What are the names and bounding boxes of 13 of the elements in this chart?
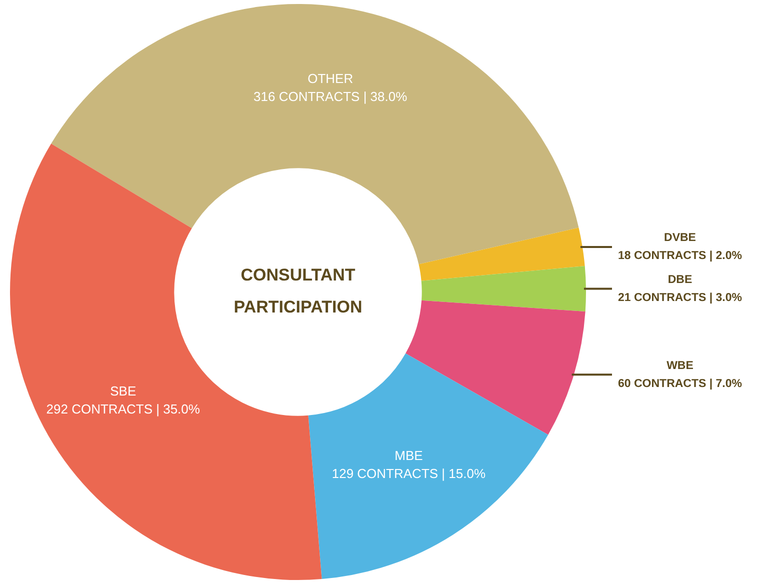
data-label: 60 CONTRACTS | 7.0%: [618, 378, 742, 390]
slice-label: SBE: [110, 383, 136, 398]
slice-label: DBE: [668, 274, 692, 286]
slice-label: DVBE: [664, 232, 696, 244]
slice-label: MBE: [394, 448, 424, 464]
slice-label: WBE: [666, 360, 694, 372]
data-label: 292 CONTRACTS | 35.0%: [46, 401, 200, 416]
slice-label: OTHER: [308, 71, 354, 86]
data-label: 21 CONTRACTS | 3.0%: [618, 292, 742, 304]
text: CONSULTANT PARTICIPATION: [234, 266, 362, 317]
data-label: 316 CONTRACTS | 38.0%: [254, 89, 408, 104]
data-label: 18 CONTRACTS | 2.0%: [618, 250, 742, 262]
data-label: 129 CONTRACTS | 15.0%: [332, 466, 486, 482]
